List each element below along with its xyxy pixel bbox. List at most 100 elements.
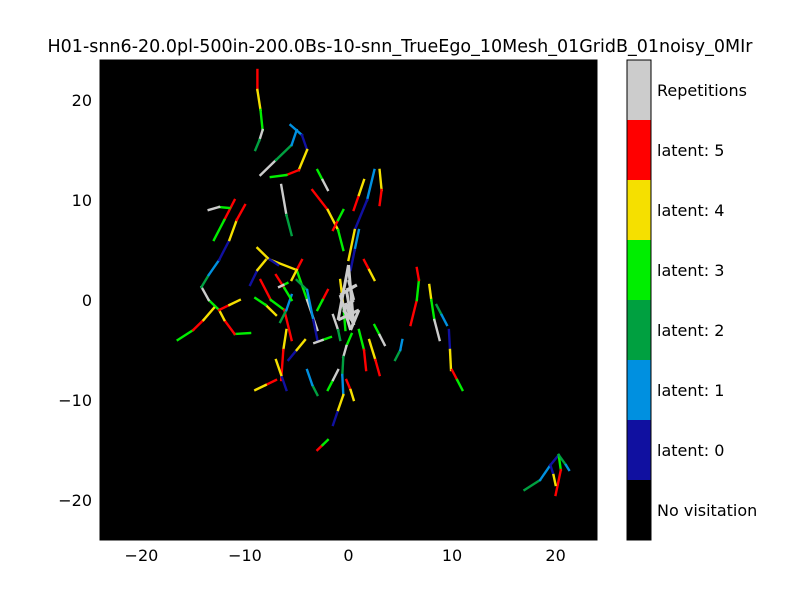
trajectory-segment [538,463,553,482]
trajectory-segment [311,318,319,342]
trajectory-segment [207,205,221,212]
series-trajectory [274,358,288,392]
trajectory-segment [398,338,404,352]
trajectory-segment [282,308,294,342]
trajectory-segment [286,348,299,362]
trajectory-segment [256,88,262,112]
trajectory-segment [331,313,340,332]
series-trajectory [310,188,345,252]
series-trajectory [207,205,231,212]
trajectory-segment [253,138,262,152]
series-trajectory [341,332,354,397]
trajectory-segment [217,238,232,262]
x-tick-label: −10 [228,546,262,565]
trajectory-segment [372,323,382,337]
trajectory-segment [310,188,330,212]
trajectory-segment [393,348,402,362]
trajectory-segment [253,296,268,307]
trajectory-segment [349,388,356,402]
y-tick-label: 0 [82,291,92,310]
trajectory-segment [315,298,325,312]
trajectory-segment [349,248,357,272]
trajectory-segment [450,368,459,382]
trajectory-segment [434,303,444,317]
trajectory-segment [373,358,382,377]
trajectory-segment [269,298,286,312]
trajectory-segment [258,278,273,302]
trajectory-segment [284,213,294,237]
y-tick-label: 10 [72,191,92,210]
trajectory-segment [207,258,221,277]
trajectory-segment [365,168,376,202]
series-trajectory [557,453,571,472]
trajectory-segment [199,285,211,302]
trajectory-segment [315,443,325,452]
trajectory-segment [277,283,285,289]
colorbar: Repetitions latent: 5 latent: 4 latent: 3 la… [626,59,757,541]
trajectory-segment [217,303,232,312]
trajectory-segment [336,228,345,252]
series-trajectory [289,258,304,282]
trajectory-segment [336,393,345,412]
colorbar-label: latent: 0 [657,441,724,460]
trajectory-segment [222,198,237,222]
trajectory-segment [320,288,330,302]
plot-area [100,60,597,540]
trajectory-segment [522,478,542,492]
series-trajectory [253,378,278,392]
colorbar-segment [627,420,651,480]
series-trajectory [548,463,558,487]
trajectory-segment [259,108,264,132]
series-trajectory [315,168,330,192]
trajectory-segment [207,298,221,312]
trajectory-segment [321,335,333,342]
trajectory-segment [557,453,568,467]
trajectory-segment [222,318,237,336]
trajectory-segment [279,183,288,217]
series-trajectory [258,278,294,342]
series-trajectory [357,328,368,372]
trajectory-segment [191,318,206,332]
x-tick-label: −20 [125,546,159,565]
trajectory-segment [255,246,270,260]
trajectory-segment [367,268,377,282]
trajectory-segment [344,378,353,392]
series-trajectory [331,208,345,232]
series-trajectory [212,198,237,242]
trajectory-segment [233,331,252,336]
trajectory-segment [331,218,340,232]
trajectory-segment [362,258,371,272]
series-trajectory [253,68,265,152]
trajectory-segment [552,473,558,487]
repetition-segment [336,264,350,321]
trajectory-segment [341,355,345,377]
trajectory-segment [278,308,289,324]
trajectory-segment [227,218,239,242]
series-trajectory [199,285,252,336]
y-tick-label: 20 [72,91,92,110]
trajectory-segment [269,173,288,179]
colorbar-label: latent: 2 [657,321,724,340]
trajectory-segment [274,143,294,162]
colorbar-segment [627,360,651,420]
trajectory-segment [300,133,309,152]
trajectory-segment [297,148,309,172]
trajectory-segment [554,468,563,497]
trajectory-segment [227,298,242,307]
trajectory-segment [326,378,335,392]
series-trajectory [248,258,268,287]
title-layer: H01-snn6-20.0pl-500in-200.0Bs-10-snn_Tru… [48,37,754,57]
trajectory-segment [353,228,361,252]
series-trajectory [255,246,280,267]
trajectory-segment [377,333,387,347]
series-trajectory [286,338,307,362]
series-trajectory [176,306,216,342]
trajectory-segment [315,168,325,182]
trajectory-segment [212,218,226,242]
trajectory-segment [353,198,369,232]
trajectory-segment [331,408,340,427]
trajectory-segment [415,278,421,302]
series-trajectory [217,298,242,312]
